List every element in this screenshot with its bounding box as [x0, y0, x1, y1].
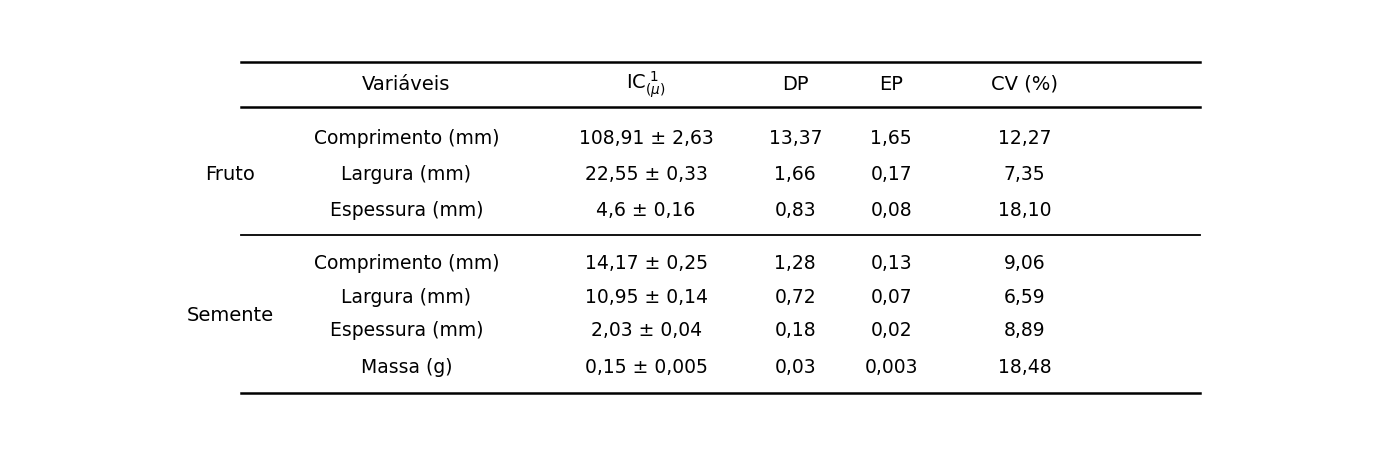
Text: EP: EP: [879, 75, 903, 94]
Text: 0,02: 0,02: [870, 321, 912, 340]
Text: 1,66: 1,66: [774, 165, 817, 184]
Text: 0,03: 0,03: [774, 357, 817, 376]
Text: 12,27: 12,27: [998, 129, 1050, 147]
Text: 0,83: 0,83: [774, 201, 817, 220]
Text: Largura (mm): Largura (mm): [341, 288, 472, 307]
Text: 22,55 ± 0,33: 22,55 ± 0,33: [584, 165, 708, 184]
Text: 10,95 ± 0,14: 10,95 ± 0,14: [584, 288, 708, 307]
Text: IC$_{(\mu)}^{\ 1}$: IC$_{(\mu)}^{\ 1}$: [626, 69, 666, 100]
Text: 0,15 ± 0,005: 0,15 ± 0,005: [584, 357, 708, 376]
Text: 2,03 ± 0,04: 2,03 ± 0,04: [590, 321, 701, 340]
Text: 0,72: 0,72: [774, 288, 817, 307]
Text: Massa (g): Massa (g): [360, 357, 452, 376]
Text: 9,06: 9,06: [1004, 253, 1045, 272]
Text: 8,89: 8,89: [1004, 321, 1045, 340]
Text: 13,37: 13,37: [769, 129, 822, 147]
Text: Semente: Semente: [187, 305, 274, 324]
Text: Variáveis: Variáveis: [362, 75, 451, 94]
Text: 18,10: 18,10: [998, 201, 1050, 220]
Text: 0,08: 0,08: [870, 201, 912, 220]
Text: 7,35: 7,35: [1004, 165, 1045, 184]
Text: 108,91 ± 2,63: 108,91 ± 2,63: [579, 129, 714, 147]
Text: 14,17 ± 0,25: 14,17 ± 0,25: [584, 253, 708, 272]
Text: 1,28: 1,28: [774, 253, 817, 272]
Text: Fruto: Fruto: [205, 165, 256, 184]
Text: CV (%): CV (%): [991, 75, 1057, 94]
Text: Comprimento (mm): Comprimento (mm): [314, 129, 499, 147]
Text: DP: DP: [782, 75, 808, 94]
Text: Espessura (mm): Espessura (mm): [330, 321, 483, 340]
Text: 1,65: 1,65: [870, 129, 912, 147]
Text: 0,003: 0,003: [865, 357, 918, 376]
Text: 0,18: 0,18: [774, 321, 817, 340]
Text: Comprimento (mm): Comprimento (mm): [314, 253, 499, 272]
Text: Espessura (mm): Espessura (mm): [330, 201, 483, 220]
Text: 0,13: 0,13: [870, 253, 912, 272]
Text: 6,59: 6,59: [1004, 288, 1045, 307]
Text: 0,07: 0,07: [870, 288, 912, 307]
Text: 0,17: 0,17: [870, 165, 912, 184]
Text: 4,6 ± 0,16: 4,6 ± 0,16: [597, 201, 696, 220]
Text: 18,48: 18,48: [997, 357, 1050, 376]
Text: Largura (mm): Largura (mm): [341, 165, 472, 184]
